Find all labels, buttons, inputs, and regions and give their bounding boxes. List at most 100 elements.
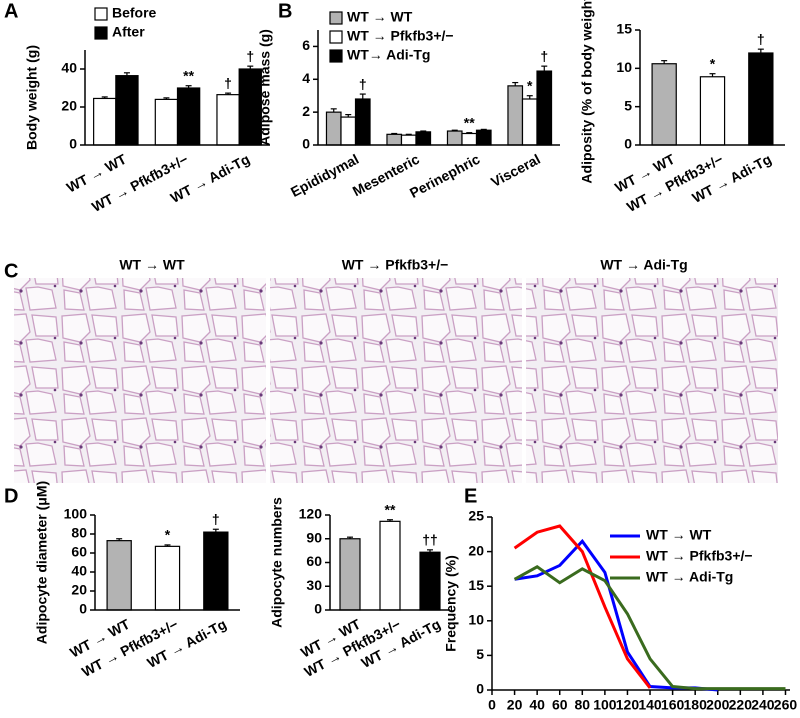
bar [651, 63, 677, 146]
significance-label: * [710, 55, 716, 71]
legend-label: After [112, 24, 145, 40]
bar [748, 52, 774, 146]
bar [106, 540, 132, 611]
y-tick-label: 0 [314, 601, 322, 617]
y-axis-label: Frequency (%) [443, 555, 459, 651]
x-tick-label: 20 [507, 697, 523, 713]
y-tick-label: 20 [468, 542, 484, 558]
image-title: WT → Adi-Tg [600, 257, 687, 273]
bar [475, 129, 492, 146]
legend-swatch [329, 30, 343, 44]
x-tick-label: 240 [751, 697, 775, 713]
panel-letter: D [4, 485, 18, 507]
y-tick-label: 80 [71, 525, 87, 541]
y-tick-label: 5 [476, 646, 484, 662]
y-tick-label: 40 [71, 563, 87, 579]
significance-label: † [246, 48, 254, 64]
bar [154, 98, 179, 146]
bar [176, 87, 201, 146]
bar [339, 538, 361, 611]
bar [446, 130, 463, 146]
bar [415, 131, 432, 146]
x-tick-label: 120 [616, 697, 640, 713]
line [513, 565, 786, 691]
image-title: WT → WT [119, 257, 185, 273]
x-tick-label: 260 [774, 697, 798, 713]
y-tick-label: 100 [64, 506, 88, 522]
histology-image [270, 278, 522, 483]
x-axis-label: Adipocyte diameter (μM) [559, 717, 722, 718]
legend-label: WT→ Adi-Tg [347, 47, 430, 63]
x-tick-label: 40 [529, 697, 545, 713]
bar [93, 97, 117, 146]
y-tick-label: 20 [61, 98, 77, 114]
y-tick-label: 0 [69, 136, 77, 152]
y-tick-label: 60 [306, 553, 322, 569]
bar [507, 85, 524, 146]
y-axis-label: Adipose mass (g) [257, 29, 273, 146]
bar [340, 116, 357, 146]
x-tick-label: 0 [488, 697, 496, 713]
y-tick-label: 90 [306, 529, 322, 545]
y-tick-label: 6 [302, 37, 310, 53]
y-tick-label: 2 [302, 103, 310, 119]
line [513, 524, 652, 689]
bar [536, 70, 553, 146]
bar [154, 545, 181, 611]
legend-label: WT → Pfkfb3+/− [646, 548, 753, 564]
bar [203, 531, 229, 611]
panel-letter: E [464, 485, 477, 507]
legend-label: Before [112, 5, 157, 21]
x-tick-label: Epididymal [288, 151, 361, 200]
bar [325, 111, 342, 146]
significance-label: † [757, 31, 765, 47]
bar [386, 133, 403, 146]
histology-image [14, 278, 266, 483]
bar [400, 134, 417, 146]
legend-label: WT → WT [347, 9, 413, 25]
y-tick-label: 0 [624, 136, 632, 152]
legend-swatch [94, 7, 108, 21]
legend-label: WT → Pfkfb3+/− [347, 28, 454, 44]
y-tick-label: 15 [468, 577, 484, 593]
panel-letter: C [4, 260, 18, 282]
x-tick-label: Visceral [488, 151, 543, 190]
y-tick-label: 10 [616, 59, 632, 75]
legend-label: WT → WT [646, 527, 712, 543]
bar [115, 75, 139, 146]
significance-label: † [224, 75, 232, 91]
bar [419, 551, 441, 611]
y-axis-label: Adiposity (% of body weight) [579, 0, 595, 184]
x-tick-label: 140 [638, 697, 662, 713]
y-tick-label: 40 [61, 60, 77, 76]
y-tick-label: 0 [79, 601, 87, 617]
bar [461, 132, 478, 146]
y-tick-label: 10 [468, 612, 484, 628]
significance-label: †† [422, 532, 438, 548]
y-tick-label: 4 [302, 70, 310, 86]
y-tick-label: 20 [71, 582, 87, 598]
panel-letter: B [278, 0, 292, 22]
bar [216, 94, 240, 146]
x-tick-label: 60 [552, 697, 568, 713]
significance-label: ** [183, 67, 194, 83]
significance-label: * [527, 77, 533, 93]
x-tick-label: 200 [706, 697, 730, 713]
significance-label: † [212, 511, 220, 527]
y-axis-label: Body weight (g) [24, 45, 40, 150]
legend-label: WT → Adi-Tg [646, 569, 733, 585]
legend-swatch [94, 26, 108, 40]
y-tick-label: 60 [71, 544, 87, 560]
y-tick-label: 120 [299, 506, 323, 522]
bar [699, 76, 726, 146]
bar [354, 98, 371, 146]
significance-label: ** [385, 501, 396, 517]
y-tick-label: 15 [616, 21, 632, 37]
y-tick-label: 0 [476, 681, 484, 697]
y-tick-label: 0 [302, 136, 310, 152]
y-tick-label: 5 [624, 97, 632, 113]
bar [521, 98, 538, 146]
x-tick-label: 80 [575, 697, 591, 713]
x-tick-label: 220 [729, 697, 753, 713]
bar [379, 520, 401, 611]
